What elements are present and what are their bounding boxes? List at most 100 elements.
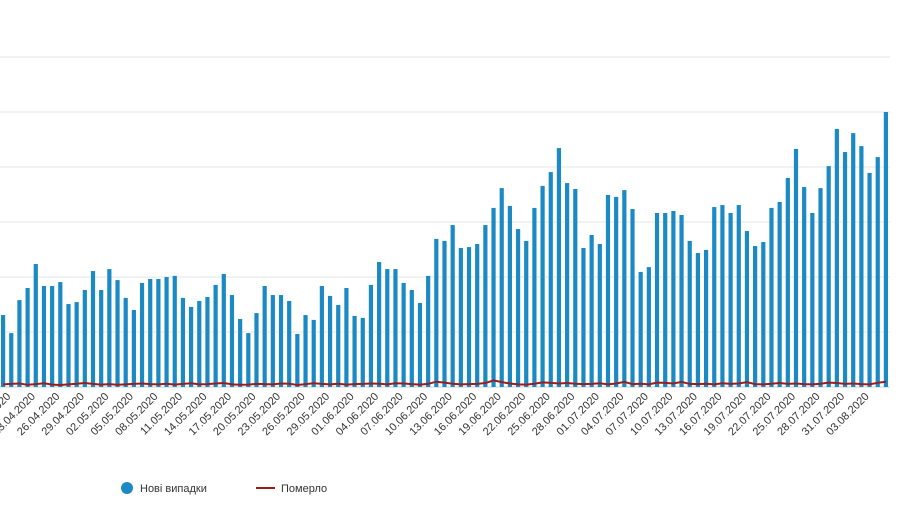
bar	[172, 275, 177, 387]
bar	[712, 207, 717, 387]
bar	[434, 238, 439, 387]
bar	[246, 333, 251, 387]
bar	[74, 302, 79, 387]
bar	[164, 277, 169, 387]
bar	[41, 286, 47, 387]
bar	[295, 333, 300, 387]
bar	[213, 284, 218, 387]
bar	[720, 205, 725, 387]
bar	[197, 300, 202, 387]
bar	[82, 289, 87, 387]
bar	[99, 289, 104, 387]
bar	[180, 297, 186, 387]
bar	[859, 146, 864, 387]
legend-label: Нові випадки	[140, 483, 207, 495]
bar	[9, 333, 14, 387]
bar	[777, 201, 782, 387]
bar	[753, 245, 758, 387]
bar	[565, 183, 570, 387]
bar	[352, 315, 357, 387]
bar	[842, 152, 848, 387]
bar	[50, 286, 55, 387]
bar	[687, 240, 692, 387]
line	[3, 379, 887, 387]
bar	[262, 286, 267, 387]
bar	[883, 112, 889, 387]
bar	[278, 295, 284, 387]
bar	[614, 196, 619, 387]
bar	[409, 289, 414, 387]
bar	[605, 194, 611, 387]
bar	[270, 295, 275, 387]
bar	[90, 271, 96, 387]
bar	[156, 278, 161, 387]
bar	[851, 133, 856, 387]
bar	[450, 225, 455, 387]
bar	[532, 207, 537, 387]
bar	[556, 148, 562, 387]
bar	[311, 319, 316, 387]
bar	[221, 273, 226, 387]
bar	[818, 188, 823, 387]
bar	[287, 300, 292, 387]
bar	[115, 280, 120, 387]
bar	[368, 284, 374, 387]
bar	[0, 315, 6, 387]
bar	[573, 189, 578, 387]
bar	[802, 187, 807, 387]
bar	[107, 269, 112, 387]
bar	[548, 172, 553, 387]
bar	[188, 306, 194, 387]
bar	[728, 212, 733, 387]
bar	[761, 242, 766, 387]
bar	[66, 304, 71, 387]
bar	[834, 128, 839, 387]
bar	[33, 264, 38, 387]
bar	[630, 209, 635, 387]
bar	[663, 212, 668, 387]
bar	[646, 267, 651, 387]
bar	[793, 148, 799, 387]
bar	[385, 269, 390, 387]
bar	[123, 297, 128, 387]
bar	[393, 269, 398, 387]
bar	[695, 253, 701, 387]
bar	[17, 300, 22, 387]
bar	[671, 211, 676, 387]
bar	[810, 212, 815, 387]
bar	[515, 229, 521, 387]
bar	[238, 319, 243, 387]
bar	[622, 190, 627, 387]
bar	[499, 188, 504, 387]
bar	[491, 207, 496, 387]
bar	[736, 205, 741, 387]
bar	[826, 166, 831, 387]
bar	[377, 262, 382, 387]
bar	[466, 247, 472, 387]
bar	[589, 234, 594, 387]
bar	[139, 282, 145, 387]
bar	[483, 225, 488, 387]
bar	[442, 240, 447, 387]
legend-marker	[121, 482, 133, 494]
bar	[703, 249, 709, 387]
bar	[426, 275, 431, 387]
bar	[581, 247, 586, 387]
bar	[148, 278, 153, 387]
bar	[475, 244, 480, 387]
bar	[875, 157, 880, 387]
bar	[58, 282, 63, 387]
bar	[785, 178, 790, 387]
bar	[25, 288, 30, 387]
bar	[679, 214, 684, 387]
bar	[654, 212, 660, 387]
bar	[205, 297, 210, 387]
bar	[867, 172, 872, 387]
bar	[327, 295, 333, 387]
bar	[507, 205, 512, 387]
bar	[540, 185, 545, 387]
bar	[458, 247, 463, 387]
bar	[638, 271, 643, 387]
bar	[319, 286, 324, 387]
